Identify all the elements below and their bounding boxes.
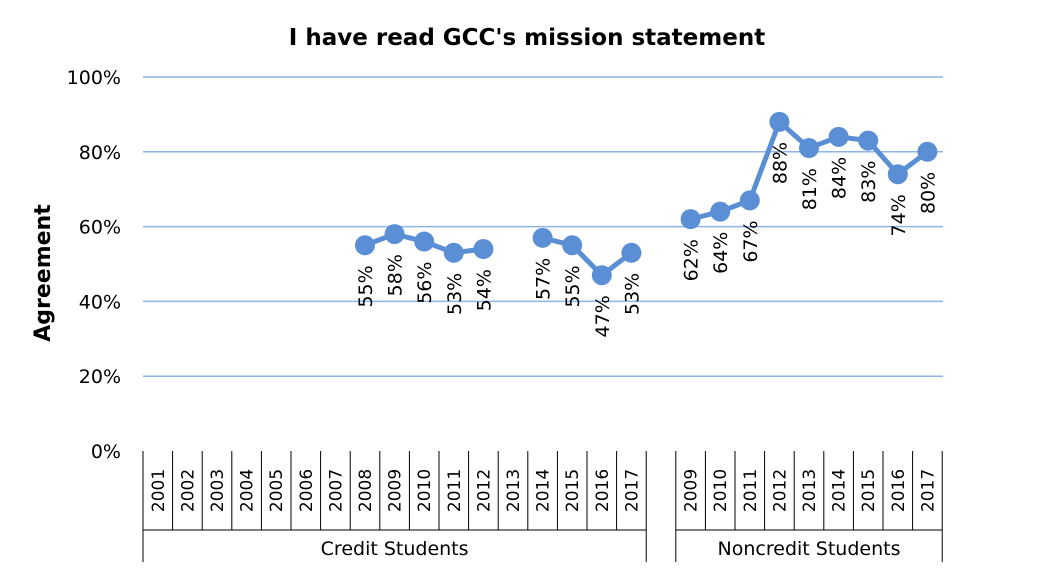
- x-tick-label: 2015: [859, 469, 879, 512]
- data-point: [443, 242, 464, 263]
- data-label: 57%: [533, 258, 555, 300]
- x-tick-label: 2013: [800, 469, 820, 512]
- x-tick-label: 2011: [741, 469, 761, 512]
- data-point: [384, 224, 405, 245]
- data-point: [562, 235, 583, 256]
- x-tick-label: 2003: [208, 469, 228, 512]
- data-point: [828, 126, 849, 147]
- data-point: [414, 231, 435, 252]
- chart-title: I have read GCC's mission statement: [289, 25, 765, 51]
- data-label: 55%: [562, 265, 584, 307]
- data-labels: 55% 58% 56% 53% 54% 57% 55% 47% 53% 62% 64% 67% 88% 8…: [355, 142, 939, 338]
- data-label: 80%: [917, 172, 939, 214]
- data-label: 74%: [888, 194, 910, 236]
- group-label: Noncredit Students: [718, 538, 901, 560]
- data-point: [680, 209, 701, 230]
- x-tick-label: 2014: [534, 469, 554, 512]
- series-line: [541, 235, 633, 278]
- data-label: 64%: [710, 232, 732, 274]
- data-label: 88%: [769, 142, 791, 184]
- group-label: Credit Students: [321, 538, 469, 560]
- x-tick-label: 2013: [504, 469, 524, 512]
- data-label: 83%: [858, 161, 880, 203]
- data-label: 53%: [444, 273, 466, 315]
- data-point: [917, 141, 938, 162]
- y-tick-label: 40%: [79, 291, 121, 313]
- x-tick-label: 2002: [178, 469, 198, 512]
- y-axis-label: Agreement: [31, 204, 56, 342]
- x-tick-label: 2001: [149, 469, 169, 512]
- y-tick-labels: 0% 20% 40% 60% 80% 100%: [67, 67, 121, 463]
- x-tick-label: 2010: [711, 469, 731, 512]
- x-tick-label: 2016: [889, 469, 909, 512]
- data-label: 84%: [829, 157, 851, 199]
- data-point: [591, 265, 612, 286]
- data-label: 67%: [740, 220, 762, 262]
- data-label: 62%: [681, 239, 703, 281]
- data-point: [739, 190, 760, 211]
- data-label: 53%: [621, 273, 643, 315]
- x-tick-label: 2016: [593, 469, 613, 512]
- data-point: [858, 130, 879, 151]
- data-point: [621, 242, 642, 263]
- x-tick-label: 2017: [622, 469, 642, 512]
- data-label: 56%: [414, 262, 436, 304]
- x-axis: 2001 2002 2003 2004 2005 2006 2007 2008 2009 2010…: [142, 451, 943, 562]
- y-tick-label: 80%: [79, 142, 121, 164]
- gridlines: [143, 76, 943, 377]
- x-tick-label: 2010: [415, 469, 435, 512]
- y-tick-label: 0%: [91, 441, 121, 463]
- data-point: [710, 201, 731, 222]
- x-tick-label: 2008: [356, 469, 376, 512]
- x-tick-label: 2015: [563, 469, 583, 512]
- x-tick-label: 2009: [386, 469, 406, 512]
- y-tick-label: 60%: [79, 217, 121, 239]
- x-tick-label: 2009: [682, 469, 702, 512]
- series-agreement: [355, 111, 938, 286]
- x-tick-label: 2006: [297, 469, 317, 512]
- data-point: [532, 227, 553, 248]
- x-tick-label: 2017: [918, 469, 938, 512]
- data-point: [799, 138, 819, 159]
- data-label: 47%: [592, 295, 614, 337]
- y-tick-label: 100%: [67, 67, 121, 89]
- data-label: 81%: [799, 168, 821, 210]
- data-label: 55%: [355, 265, 377, 307]
- data-point: [887, 164, 908, 185]
- x-tick-label: 2005: [267, 469, 287, 512]
- data-point: [769, 111, 790, 132]
- data-label: 58%: [385, 254, 407, 296]
- x-tick-label: 2007: [326, 469, 346, 512]
- x-tick-label: 2011: [445, 469, 465, 512]
- y-tick-label: 20%: [79, 366, 121, 388]
- x-tick-label: 2004: [238, 469, 258, 512]
- x-tick-label: 2012: [474, 469, 494, 512]
- data-label: 54%: [473, 269, 495, 311]
- x-tick-label: 2014: [830, 469, 850, 512]
- x-tick-label: 2012: [770, 469, 790, 512]
- data-point: [355, 235, 375, 256]
- data-point: [473, 239, 494, 260]
